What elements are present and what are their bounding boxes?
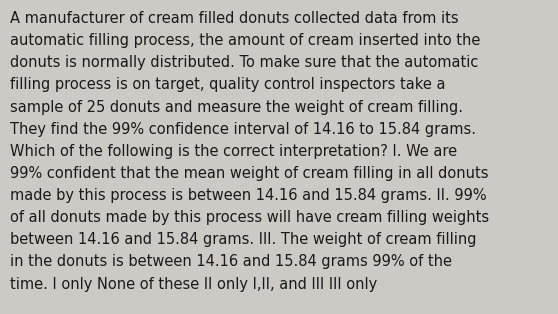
Text: time. I only None of these II only I,II, and III III only: time. I only None of these II only I,II,… <box>10 277 377 292</box>
Text: in the donuts is between 14.16 and 15.84 grams 99% of the: in the donuts is between 14.16 and 15.84… <box>10 255 452 269</box>
Text: sample of 25 donuts and measure the weight of cream filling.: sample of 25 donuts and measure the weig… <box>10 100 463 115</box>
Text: made by this process is between 14.16 and 15.84 grams. II. 99%: made by this process is between 14.16 an… <box>10 188 487 203</box>
Text: filling process is on target, quality control inspectors take a: filling process is on target, quality co… <box>10 77 445 92</box>
Text: 99% confident that the mean weight of cream filling in all donuts: 99% confident that the mean weight of cr… <box>10 166 489 181</box>
Text: A manufacturer of cream filled donuts collected data from its: A manufacturer of cream filled donuts co… <box>10 11 459 26</box>
Text: Which of the following is the correct interpretation? I. We are: Which of the following is the correct in… <box>10 144 457 159</box>
Text: of all donuts made by this process will have cream filling weights: of all donuts made by this process will … <box>10 210 489 225</box>
Text: They find the 99% confidence interval of 14.16 to 15.84 grams.: They find the 99% confidence interval of… <box>10 122 476 137</box>
Text: between 14.16 and 15.84 grams. III. The weight of cream filling: between 14.16 and 15.84 grams. III. The … <box>10 232 477 247</box>
Text: automatic filling process, the amount of cream inserted into the: automatic filling process, the amount of… <box>10 33 480 48</box>
Text: donuts is normally distributed. To make sure that the automatic: donuts is normally distributed. To make … <box>10 55 478 70</box>
